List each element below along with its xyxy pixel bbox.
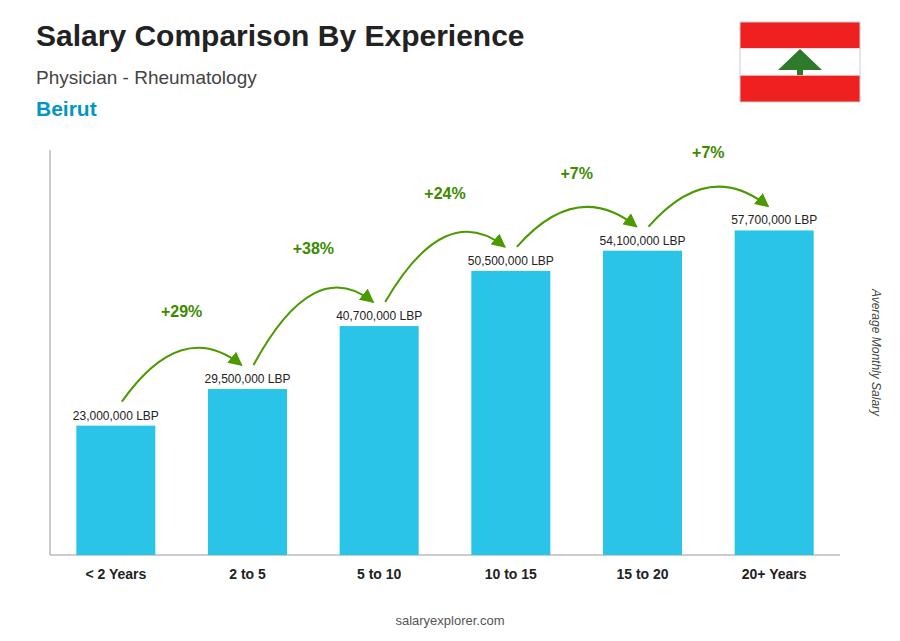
bar xyxy=(471,271,550,555)
y-axis-label: Average Monthly Salary xyxy=(869,288,883,417)
flag-cedar xyxy=(778,49,822,70)
flag-stripe xyxy=(740,76,860,102)
flag-border xyxy=(740,22,860,102)
flag-stripe xyxy=(740,48,860,75)
bar xyxy=(340,326,419,555)
annotation: +7% xyxy=(560,165,592,182)
x-tick-label: 15 to 20 xyxy=(616,566,668,582)
y-axis-line xyxy=(50,150,51,555)
bar xyxy=(208,389,287,555)
change-arrow xyxy=(385,232,505,302)
bars xyxy=(76,230,813,555)
x-axis-line xyxy=(50,555,840,556)
title: Salary Comparison By Experience xyxy=(36,19,525,52)
x-tick-label: 20+ Years xyxy=(742,566,807,582)
change-arrow xyxy=(254,288,374,365)
data-label: 57,700,000 LBP xyxy=(731,213,817,227)
annotation: +24% xyxy=(424,185,465,202)
change-arrow xyxy=(122,348,242,402)
change-arrow xyxy=(517,207,637,247)
source: salaryexplorer.com xyxy=(395,613,504,628)
flag-stripe xyxy=(740,22,860,48)
flag xyxy=(740,22,860,102)
data-label: 40,700,000 LBP xyxy=(336,309,422,323)
x-tick-label: 10 to 15 xyxy=(485,566,537,582)
change-arrow xyxy=(649,187,769,227)
chart: Salary Comparison By Experience Physician… xyxy=(0,0,900,641)
data-label: 29,500,000 LBP xyxy=(204,372,290,386)
data-label: 50,500,000 LBP xyxy=(468,254,554,268)
chart-container: Salary Comparison By Experience Physician… xyxy=(0,0,900,641)
data-label: 23,000,000 LBP xyxy=(73,409,159,423)
x-tick-label: 2 to 5 xyxy=(229,566,266,582)
bar xyxy=(735,230,814,555)
annotation: +7% xyxy=(692,144,724,161)
x-tick-label: 5 to 10 xyxy=(357,566,402,582)
bar xyxy=(76,426,155,555)
annotation: +38% xyxy=(293,240,334,257)
bar xyxy=(603,251,682,555)
data-label: 54,100,000 LBP xyxy=(599,234,685,248)
city: Beirut xyxy=(36,97,97,120)
flag-cedar xyxy=(797,70,803,75)
subtitle: Physician - Rheumatology xyxy=(36,67,257,88)
x-tick-label: < 2 Years xyxy=(85,566,146,582)
annotation: +29% xyxy=(161,303,202,320)
